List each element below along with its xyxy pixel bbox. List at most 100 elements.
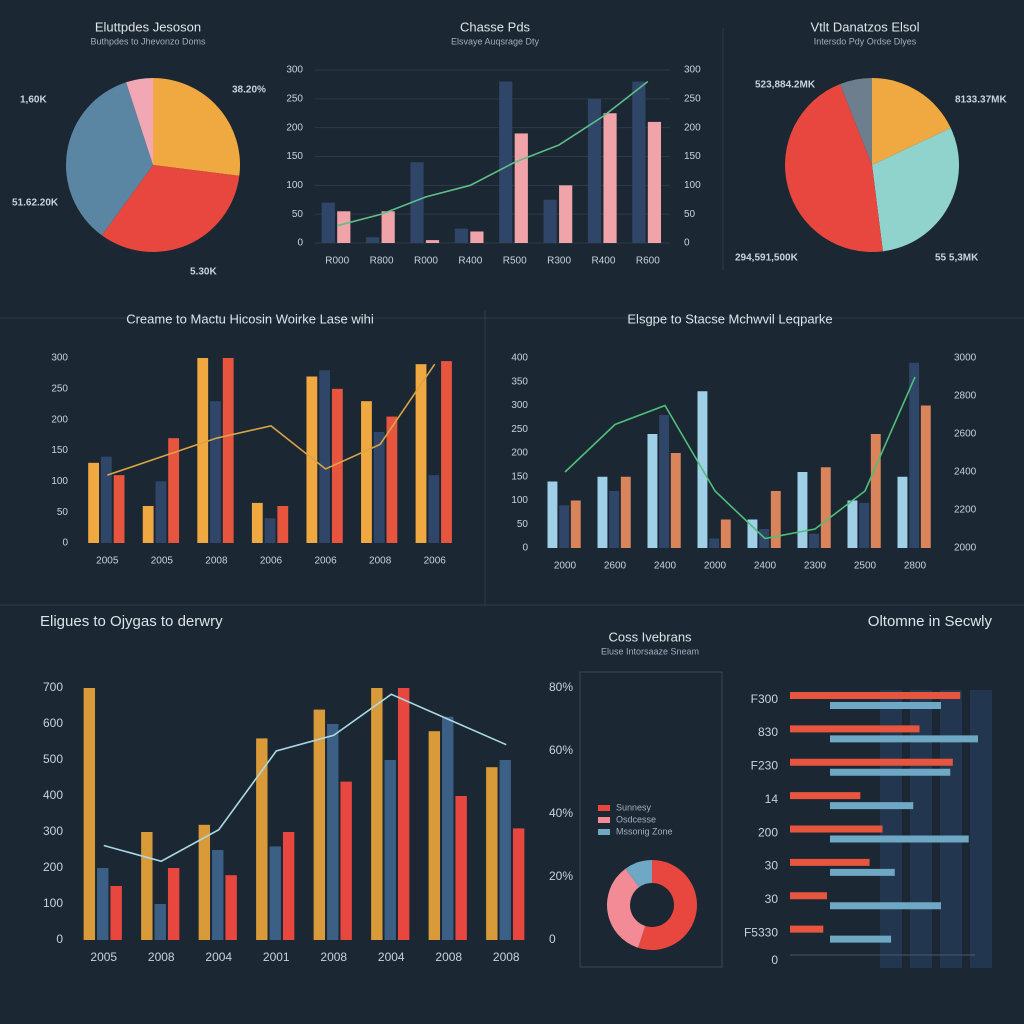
bar <box>647 121 662 243</box>
y-tick-label: 150 <box>511 471 528 482</box>
bar <box>820 467 831 548</box>
bar <box>859 502 870 548</box>
bar <box>331 388 343 543</box>
x-tick-label: 2400 <box>654 561 677 572</box>
bar <box>167 868 180 940</box>
bar <box>670 453 681 548</box>
bar <box>632 81 646 244</box>
legend-label: Sunnesy <box>616 802 652 812</box>
bar <box>790 925 824 933</box>
bar <box>609 491 620 548</box>
x-tick-label: 2600 <box>604 561 627 572</box>
annotation: 523,884.2MK <box>755 80 816 91</box>
x-tick-label: 2004 <box>378 950 405 964</box>
bar <box>797 472 808 548</box>
bar <box>790 892 827 900</box>
y-tick-label: F5330 <box>744 925 778 939</box>
bar <box>100 456 112 543</box>
y-tick-label: 200 <box>43 860 63 874</box>
bar <box>168 438 180 543</box>
x-tick-label: 2300 <box>804 561 827 572</box>
x-tick-label: R300 <box>547 256 571 267</box>
x-tick-label: 2005 <box>151 556 174 567</box>
bar <box>442 716 454 940</box>
bar <box>454 228 468 243</box>
chart-subtitle: Elsvaye Auqsrage Dty <box>451 36 540 46</box>
y-tick-label: 0 <box>522 543 528 554</box>
y-tick-label: 50 <box>292 209 304 220</box>
y-tick-label: 400 <box>511 353 528 364</box>
line <box>107 363 436 476</box>
y-tick-label: F230 <box>751 759 779 773</box>
chart-title: Vtlt Danatzos Elsol <box>810 19 919 34</box>
bar <box>790 858 870 866</box>
bar <box>720 519 731 548</box>
x-tick-label: 2000 <box>554 561 577 572</box>
chart-title: Oltomne in Secwly <box>868 613 993 630</box>
pie-slice <box>101 165 240 252</box>
y-tick-label: 500 <box>43 752 63 766</box>
legend-swatch <box>598 817 610 823</box>
x-tick-label: 2004 <box>205 950 232 964</box>
legend-label: Mssonig Zone <box>616 826 673 836</box>
y-tick-label: 14 <box>765 792 779 806</box>
chart-title: Creame to Mactu Hicosin Woirke Lase wihi <box>126 311 374 326</box>
y-tick-label: 250 <box>51 383 68 394</box>
y-tick-label: 0 <box>56 932 63 946</box>
y2-tick-label: 2400 <box>954 467 977 478</box>
x-tick-label: 2008 <box>435 950 462 964</box>
annotation: 38.20% <box>232 85 266 96</box>
bar <box>141 832 153 940</box>
bar <box>847 500 858 548</box>
bar <box>559 185 573 243</box>
y-tick-label: 200 <box>51 414 68 425</box>
bar <box>514 133 528 243</box>
legend-label: Osdcesse <box>616 814 656 824</box>
y-tick-label: 300 <box>511 400 528 411</box>
x-tick-label: 2008 <box>148 950 175 964</box>
pie-slice <box>153 78 240 176</box>
y2-tick-label: 60% <box>549 743 573 757</box>
x-tick-label: 0 <box>771 953 778 967</box>
bar <box>110 886 122 940</box>
bar <box>603 113 617 243</box>
y-tick-label: 100 <box>51 476 68 487</box>
bar <box>870 434 881 548</box>
bar <box>597 476 608 548</box>
annotation: 8133.37MK <box>955 95 1007 106</box>
x-tick-label: 2800 <box>904 561 927 572</box>
y2-tick-label: 3000 <box>954 353 977 364</box>
y-tick-label: 30 <box>765 892 779 906</box>
bar <box>306 376 318 543</box>
bar <box>397 688 410 940</box>
y-tick-label: 400 <box>43 788 63 802</box>
bar <box>269 846 281 940</box>
bar <box>88 462 100 543</box>
y-tick-label: 600 <box>43 716 63 730</box>
bar <box>212 850 224 940</box>
x-tick-label: R800 <box>370 256 394 267</box>
pie-slice <box>638 860 697 950</box>
y-tick-label: 0 <box>297 238 303 249</box>
bar <box>790 792 861 800</box>
bar <box>256 738 268 940</box>
y2-tick-label: 20% <box>549 869 573 883</box>
annotation: 51.62.20K <box>12 198 59 209</box>
y-tick-label: 200 <box>511 448 528 459</box>
y-tick-label: F300 <box>751 692 779 706</box>
bar <box>499 81 513 244</box>
x-tick-label: 2005 <box>90 950 117 964</box>
bar <box>709 538 720 548</box>
pie-slice <box>126 78 153 165</box>
x-tick-label: R000 <box>414 256 438 267</box>
chart-subtitle: Buthpdes to Jhevonzo Doms <box>90 36 206 46</box>
y2-tick-label: 300 <box>684 65 701 76</box>
bar <box>809 533 820 548</box>
bar <box>830 702 941 709</box>
x-tick-label: R000 <box>325 256 349 267</box>
backdrop-columns <box>880 690 992 968</box>
bar <box>830 768 951 776</box>
y2-tick-label: 2800 <box>954 391 977 402</box>
bar <box>830 835 969 843</box>
bar <box>198 824 211 940</box>
